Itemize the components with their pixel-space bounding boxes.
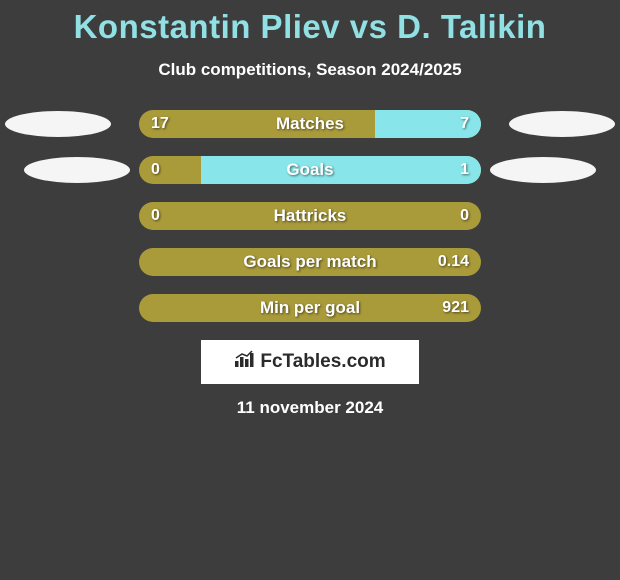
stat-row: 0Hattricks0: [0, 202, 620, 230]
stat-rows: 17Matches70Goals10Hattricks0Goals per ma…: [0, 110, 620, 322]
stat-left-value: 0: [151, 202, 160, 230]
stat-row: Goals per match0.14: [0, 248, 620, 276]
stat-bar: 17Matches7: [139, 110, 481, 138]
stat-label: Hattricks: [139, 202, 481, 230]
stat-bar-right-fill: [375, 110, 481, 138]
player-right-shape: [509, 111, 615, 137]
stat-bar: Goals per match0.14: [139, 248, 481, 276]
logo-text: FcTables.com: [260, 351, 385, 373]
stat-bar: 0Hattricks0: [139, 202, 481, 230]
stat-row: 0Goals1: [0, 156, 620, 184]
stat-row: 17Matches7: [0, 110, 620, 138]
stat-bar: Min per goal921: [139, 294, 481, 322]
stat-left-value: 0: [151, 156, 160, 184]
stat-label: Goals per match: [139, 248, 481, 276]
stat-row: Min per goal921: [0, 294, 620, 322]
player-left-shape: [5, 111, 111, 137]
stat-right-value: 921: [442, 294, 469, 322]
page-title: Konstantin Pliev vs D. Talikin: [0, 8, 620, 46]
stat-left-value: 17: [151, 110, 169, 138]
stat-right-value: 0: [460, 202, 469, 230]
player-left-shape: [24, 157, 130, 183]
player-right-shape: [490, 157, 596, 183]
barchart-icon: [234, 350, 256, 374]
date-label: 11 november 2024: [0, 398, 620, 418]
source-logo: FcTables.com: [201, 340, 419, 384]
page-subtitle: Club competitions, Season 2024/2025: [0, 60, 620, 80]
stat-right-value: 0.14: [438, 248, 469, 276]
stat-bar-right-fill: [201, 156, 481, 184]
stat-label: Min per goal: [139, 294, 481, 322]
stat-bar: 0Goals1: [139, 156, 481, 184]
comparison-infographic: Konstantin Pliev vs D. Talikin Club comp…: [0, 0, 620, 418]
